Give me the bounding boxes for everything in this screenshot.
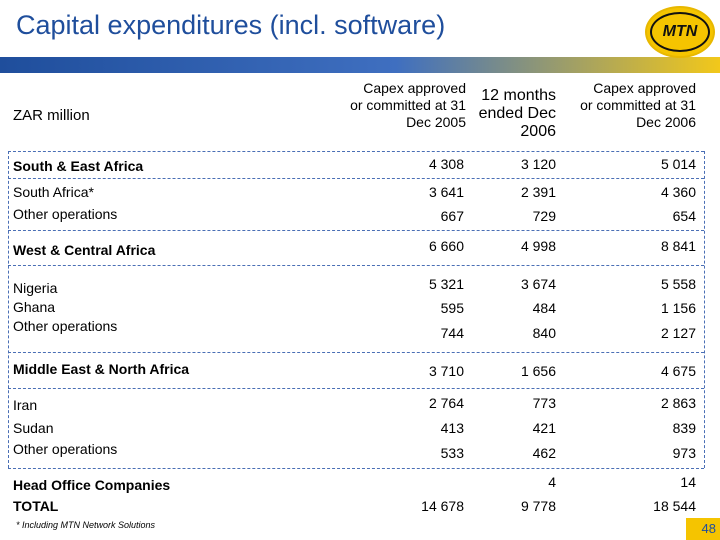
table-cell: 413 (440, 420, 464, 436)
logo-ring (650, 12, 710, 52)
page-number-box (686, 518, 720, 540)
table-cell: 595 (440, 300, 464, 316)
unit-label: ZAR million (13, 107, 90, 124)
header-unit-cell (0, 76, 360, 150)
table-cell: 462 (532, 445, 556, 461)
row-separator (8, 388, 704, 389)
row-separator (8, 230, 704, 231)
table-cell: 667 (440, 208, 464, 224)
row-separator (8, 178, 704, 179)
title-bar: Capital expenditures (incl. software) MT… (0, 0, 720, 76)
title-underline (0, 57, 720, 73)
table-border (704, 151, 705, 468)
table-cell: 18 544 (653, 498, 696, 514)
row-label: TOTAL (13, 498, 59, 514)
table-cell: 840 (532, 325, 556, 341)
page-number: 48 (701, 521, 716, 536)
row-label: Other operations (13, 441, 118, 457)
table-cell: 4 (548, 474, 556, 490)
table-cell: 4 998 (520, 238, 556, 254)
table-cell: 6 660 (428, 238, 464, 254)
page-title: Capital expenditures (incl. software) (16, 10, 446, 40)
table-cell: 4 675 (660, 363, 696, 379)
table-cell: 5 321 (428, 276, 464, 292)
table-border (8, 151, 9, 468)
table-cell: 839 (672, 420, 696, 436)
column-header-capex-2006: Capex approved or committed at 31 Dec 20… (580, 80, 696, 130)
row-label: Nigeria (13, 280, 58, 296)
table-cell: 4 308 (428, 156, 464, 172)
row-label: Ghana (13, 299, 56, 315)
footnote: * Including MTN Network Solutions (16, 520, 156, 530)
table-cell: 5 558 (660, 276, 696, 292)
table-cell: 654 (672, 208, 696, 224)
table-cell: 421 (532, 420, 556, 436)
table-cell: 729 (532, 208, 556, 224)
table-cell: 8 841 (660, 238, 696, 254)
row-separator (8, 151, 704, 152)
table-cell: 3 641 (428, 184, 464, 200)
column-header-capex-2005: Capex approved or committed at 31 Dec 20… (350, 80, 466, 130)
table-cell: 2 127 (660, 325, 696, 341)
row-label: Iran (13, 397, 38, 413)
table-cell: 4 360 (660, 184, 696, 200)
table-cell: 14 (680, 474, 696, 490)
row-label: South & East Africa (13, 158, 144, 174)
row-label: Other operations (13, 318, 118, 334)
table-cell: 2 863 (660, 395, 696, 411)
table-cell: 533 (440, 445, 464, 461)
row-label: West & Central Africa (13, 242, 156, 258)
table-cell: 2 391 (520, 184, 556, 200)
table-cell: 9 778 (520, 498, 556, 514)
row-label: Other operations (13, 206, 118, 222)
row-label: Middle East & North Africa (13, 361, 190, 377)
table-cell: 14 678 (421, 498, 464, 514)
logo-text: MTN (662, 23, 698, 40)
column-header-12-months: 12 months ended Dec 2006 (478, 87, 556, 140)
row-label: Head Office Companies (13, 477, 171, 493)
row-separator (8, 265, 704, 266)
row-label: Sudan (13, 420, 54, 436)
row-label: South Africa* (13, 184, 94, 200)
mtn-logo: MTN (645, 6, 715, 58)
table-cell: 973 (672, 445, 696, 461)
row-separator (8, 352, 704, 353)
table-cell: 3 674 (520, 276, 556, 292)
table-cell: 484 (532, 300, 556, 316)
table-cell: 3 710 (428, 363, 464, 379)
table-cell: 1 656 (520, 363, 556, 379)
table-cell: 773 (532, 395, 556, 411)
table-cell: 1 156 (660, 300, 696, 316)
table-cell: 3 120 (520, 156, 556, 172)
row-separator (8, 468, 704, 469)
table-cell: 2 764 (428, 395, 464, 411)
table-cell: 744 (440, 325, 464, 341)
table-cell: 5 014 (660, 156, 696, 172)
